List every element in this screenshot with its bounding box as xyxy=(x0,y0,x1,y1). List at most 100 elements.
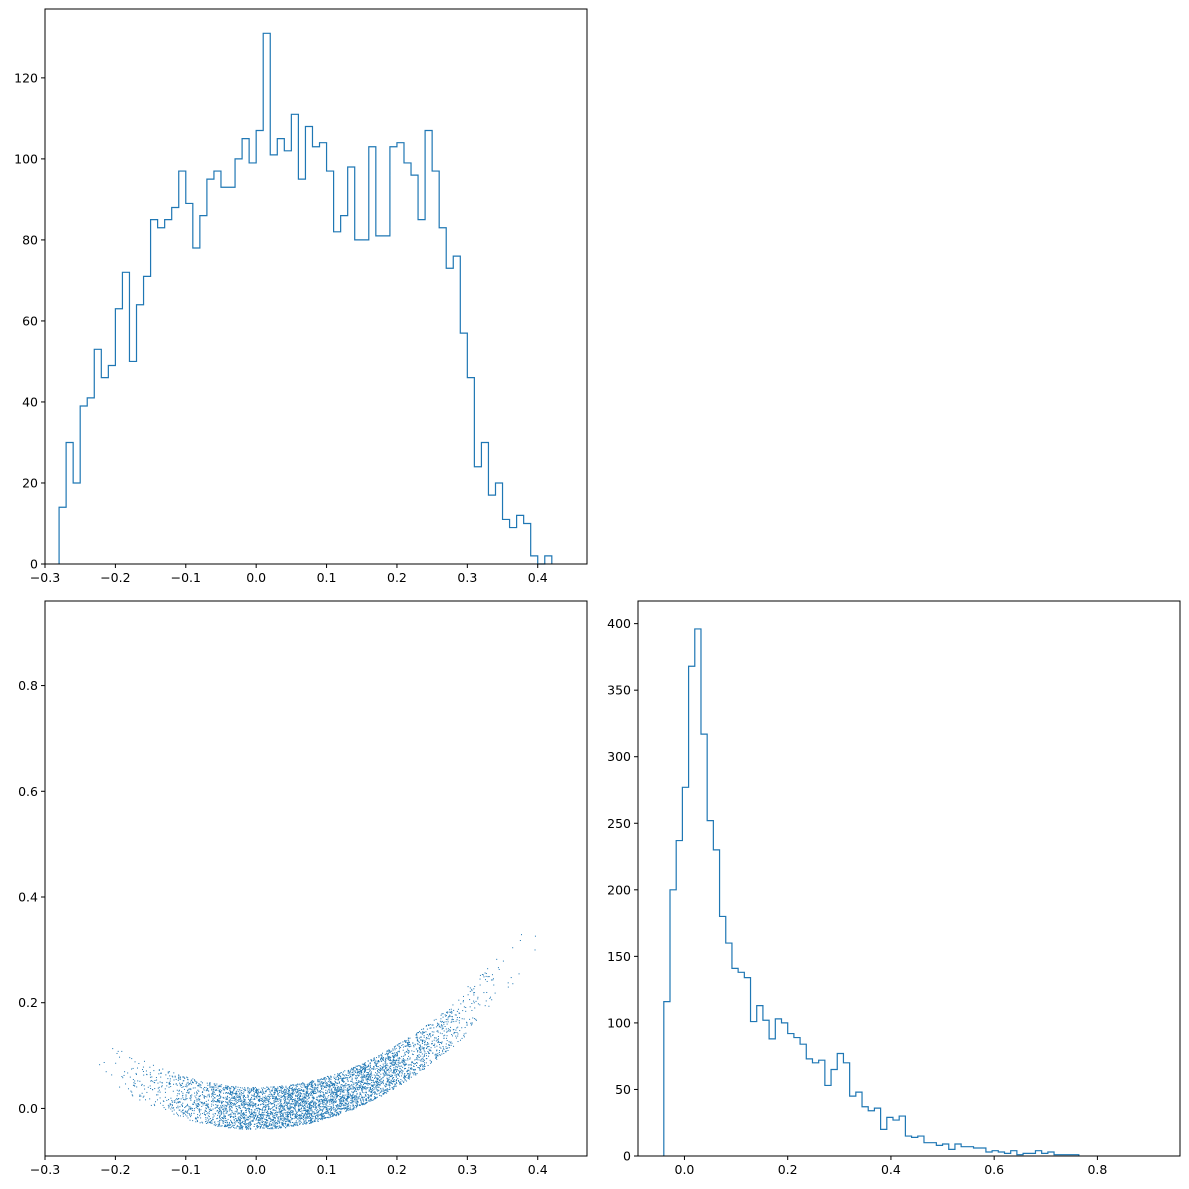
scatter-point xyxy=(249,1127,251,1129)
scatter-point xyxy=(357,1065,359,1067)
scatter-point xyxy=(142,1069,144,1071)
scatter-point xyxy=(195,1117,197,1119)
scatter-point xyxy=(334,1089,336,1091)
scatter-point xyxy=(264,1123,266,1125)
scatter-point xyxy=(403,1059,405,1061)
scatter-point xyxy=(385,1064,387,1066)
scatter-point xyxy=(351,1101,353,1103)
scatter-point xyxy=(341,1108,343,1110)
scatter-point xyxy=(143,1085,145,1087)
scatter-point xyxy=(248,1128,250,1130)
scatter-point xyxy=(375,1097,376,1099)
scatter-point xyxy=(311,1113,312,1115)
scatter-point xyxy=(474,1018,476,1020)
scatter-point xyxy=(240,1094,242,1096)
scatter-point xyxy=(307,1085,309,1087)
scatter-point xyxy=(149,1074,151,1076)
scatter-point xyxy=(121,1050,123,1052)
scatter-point xyxy=(308,1105,310,1107)
scatter-point xyxy=(338,1108,340,1110)
scatter-point xyxy=(298,1108,300,1110)
scatter-point xyxy=(365,1091,367,1093)
scatter-point xyxy=(314,1090,316,1092)
scatter-point xyxy=(329,1114,331,1116)
scatter-point xyxy=(376,1082,378,1084)
scatter-point xyxy=(284,1097,286,1099)
scatter-point xyxy=(296,1123,298,1125)
scatter-point xyxy=(233,1124,235,1126)
scatter-point xyxy=(404,1063,406,1065)
scatter-point xyxy=(262,1087,264,1089)
scatter-point xyxy=(406,1080,408,1082)
scatter-point xyxy=(197,1116,199,1118)
scatter-point xyxy=(319,1092,321,1094)
scatter-point xyxy=(258,1098,260,1100)
scatter-point xyxy=(294,1114,296,1116)
scatter-point xyxy=(291,1106,293,1108)
scatter-point xyxy=(398,1079,400,1081)
scatter-point xyxy=(350,1088,352,1090)
scatter-point xyxy=(314,1084,316,1086)
scatter-point xyxy=(356,1103,358,1105)
scatter-point xyxy=(380,1068,382,1070)
scatter-point xyxy=(377,1078,379,1080)
scatter-point xyxy=(298,1104,300,1106)
scatter-point xyxy=(293,1098,295,1100)
scatter-point xyxy=(491,974,493,976)
scatter-point xyxy=(346,1092,348,1094)
scatter-point xyxy=(333,1113,335,1115)
scatter-point xyxy=(325,1082,327,1084)
scatter-point xyxy=(331,1113,333,1115)
scatter-point xyxy=(285,1115,287,1117)
scatter-point xyxy=(237,1096,239,1098)
scatter-point xyxy=(438,1051,440,1053)
scatter-point xyxy=(255,1108,257,1110)
scatter-point xyxy=(376,1079,378,1081)
scatter-point xyxy=(492,979,494,981)
scatter-point xyxy=(347,1070,349,1072)
scatter-point xyxy=(342,1074,344,1076)
scatter-point xyxy=(458,1012,460,1014)
scatter-point xyxy=(241,1117,243,1119)
scatter-point xyxy=(339,1072,341,1074)
scatter-point xyxy=(321,1102,323,1104)
scatter-point xyxy=(272,1112,274,1114)
scatter-point xyxy=(440,1054,442,1056)
scatter-point xyxy=(322,1118,324,1120)
scatter-point xyxy=(370,1091,372,1093)
scatter-point xyxy=(408,1038,410,1040)
scatter-point xyxy=(252,1111,254,1113)
scatter-point xyxy=(455,1037,457,1039)
scatter-point xyxy=(331,1116,333,1118)
scatter-point xyxy=(250,1109,252,1111)
scatter-point xyxy=(287,1096,289,1098)
scatter-point xyxy=(178,1074,180,1076)
scatter-point xyxy=(407,1070,409,1072)
scatter-point xyxy=(226,1097,228,1099)
scatter-point xyxy=(293,1104,295,1106)
scatter-point xyxy=(228,1121,230,1123)
scatter-point xyxy=(171,1106,173,1108)
scatter-point xyxy=(190,1099,192,1101)
scatter-point xyxy=(283,1102,285,1104)
scatter-point xyxy=(198,1095,200,1097)
scatter-point xyxy=(233,1119,235,1121)
scatter-point xyxy=(157,1094,159,1096)
scatter-point xyxy=(338,1114,340,1116)
scatter-point xyxy=(485,1000,487,1002)
scatter-point xyxy=(288,1093,290,1095)
scatter-point xyxy=(240,1091,242,1093)
scatter-point xyxy=(404,1062,406,1064)
scatter-point xyxy=(317,1099,319,1101)
scatter-point xyxy=(213,1115,215,1117)
scatter-point xyxy=(222,1096,224,1098)
scatter-point xyxy=(387,1056,389,1058)
scatter-point xyxy=(275,1121,277,1123)
scatter-point xyxy=(407,1048,409,1050)
scatter-point xyxy=(212,1104,214,1106)
scatter-point xyxy=(339,1075,341,1077)
scatter-point xyxy=(415,1074,417,1076)
scatter-point xyxy=(348,1095,350,1097)
scatter-point xyxy=(324,1098,326,1100)
scatter-point xyxy=(365,1066,367,1068)
